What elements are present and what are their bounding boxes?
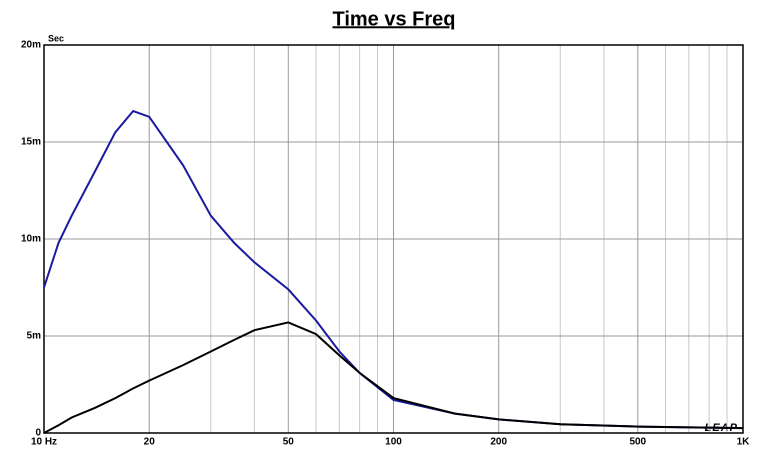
x-tick-label: 20 [144, 437, 156, 448]
y-tick-label: 10m [21, 234, 41, 245]
y-tick-label: 0 [35, 428, 41, 439]
plot-frame [43, 44, 744, 434]
y-tick-label: 20m [21, 40, 41, 51]
series-line [43, 321, 744, 434]
y-tick-label: 5m [27, 331, 42, 342]
x-tick-label: 50 [283, 437, 295, 448]
x-tick-label: 500 [629, 437, 646, 448]
x-tick-label: 100 [385, 437, 402, 448]
y-tick-label: 15m [21, 137, 41, 148]
x-tick-label: 1K [737, 437, 751, 448]
chart-title: Time vs Freq [332, 8, 455, 30]
x-tick-label: 200 [490, 437, 507, 448]
x-tick-label: 10 Hz [31, 437, 57, 448]
y-axis-label: Sec [48, 33, 64, 43]
